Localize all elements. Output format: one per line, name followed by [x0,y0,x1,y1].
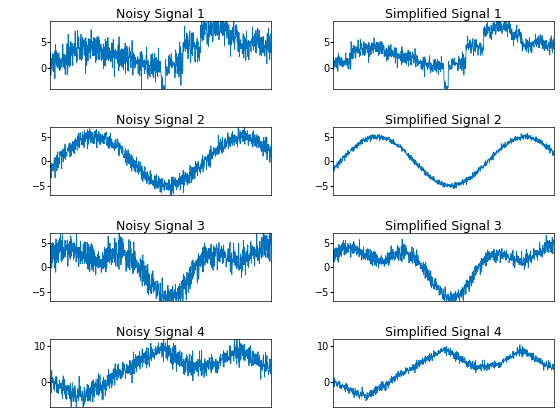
Title: Simplified Signal 3: Simplified Signal 3 [385,220,502,233]
Title: Noisy Signal 1: Noisy Signal 1 [116,8,206,21]
Title: Noisy Signal 4: Noisy Signal 4 [116,326,206,339]
Title: Simplified Signal 2: Simplified Signal 2 [385,114,502,127]
Title: Noisy Signal 3: Noisy Signal 3 [116,220,206,233]
Title: Simplified Signal 4: Simplified Signal 4 [385,326,502,339]
Title: Simplified Signal 1: Simplified Signal 1 [385,8,502,21]
Title: Noisy Signal 2: Noisy Signal 2 [116,114,206,127]
